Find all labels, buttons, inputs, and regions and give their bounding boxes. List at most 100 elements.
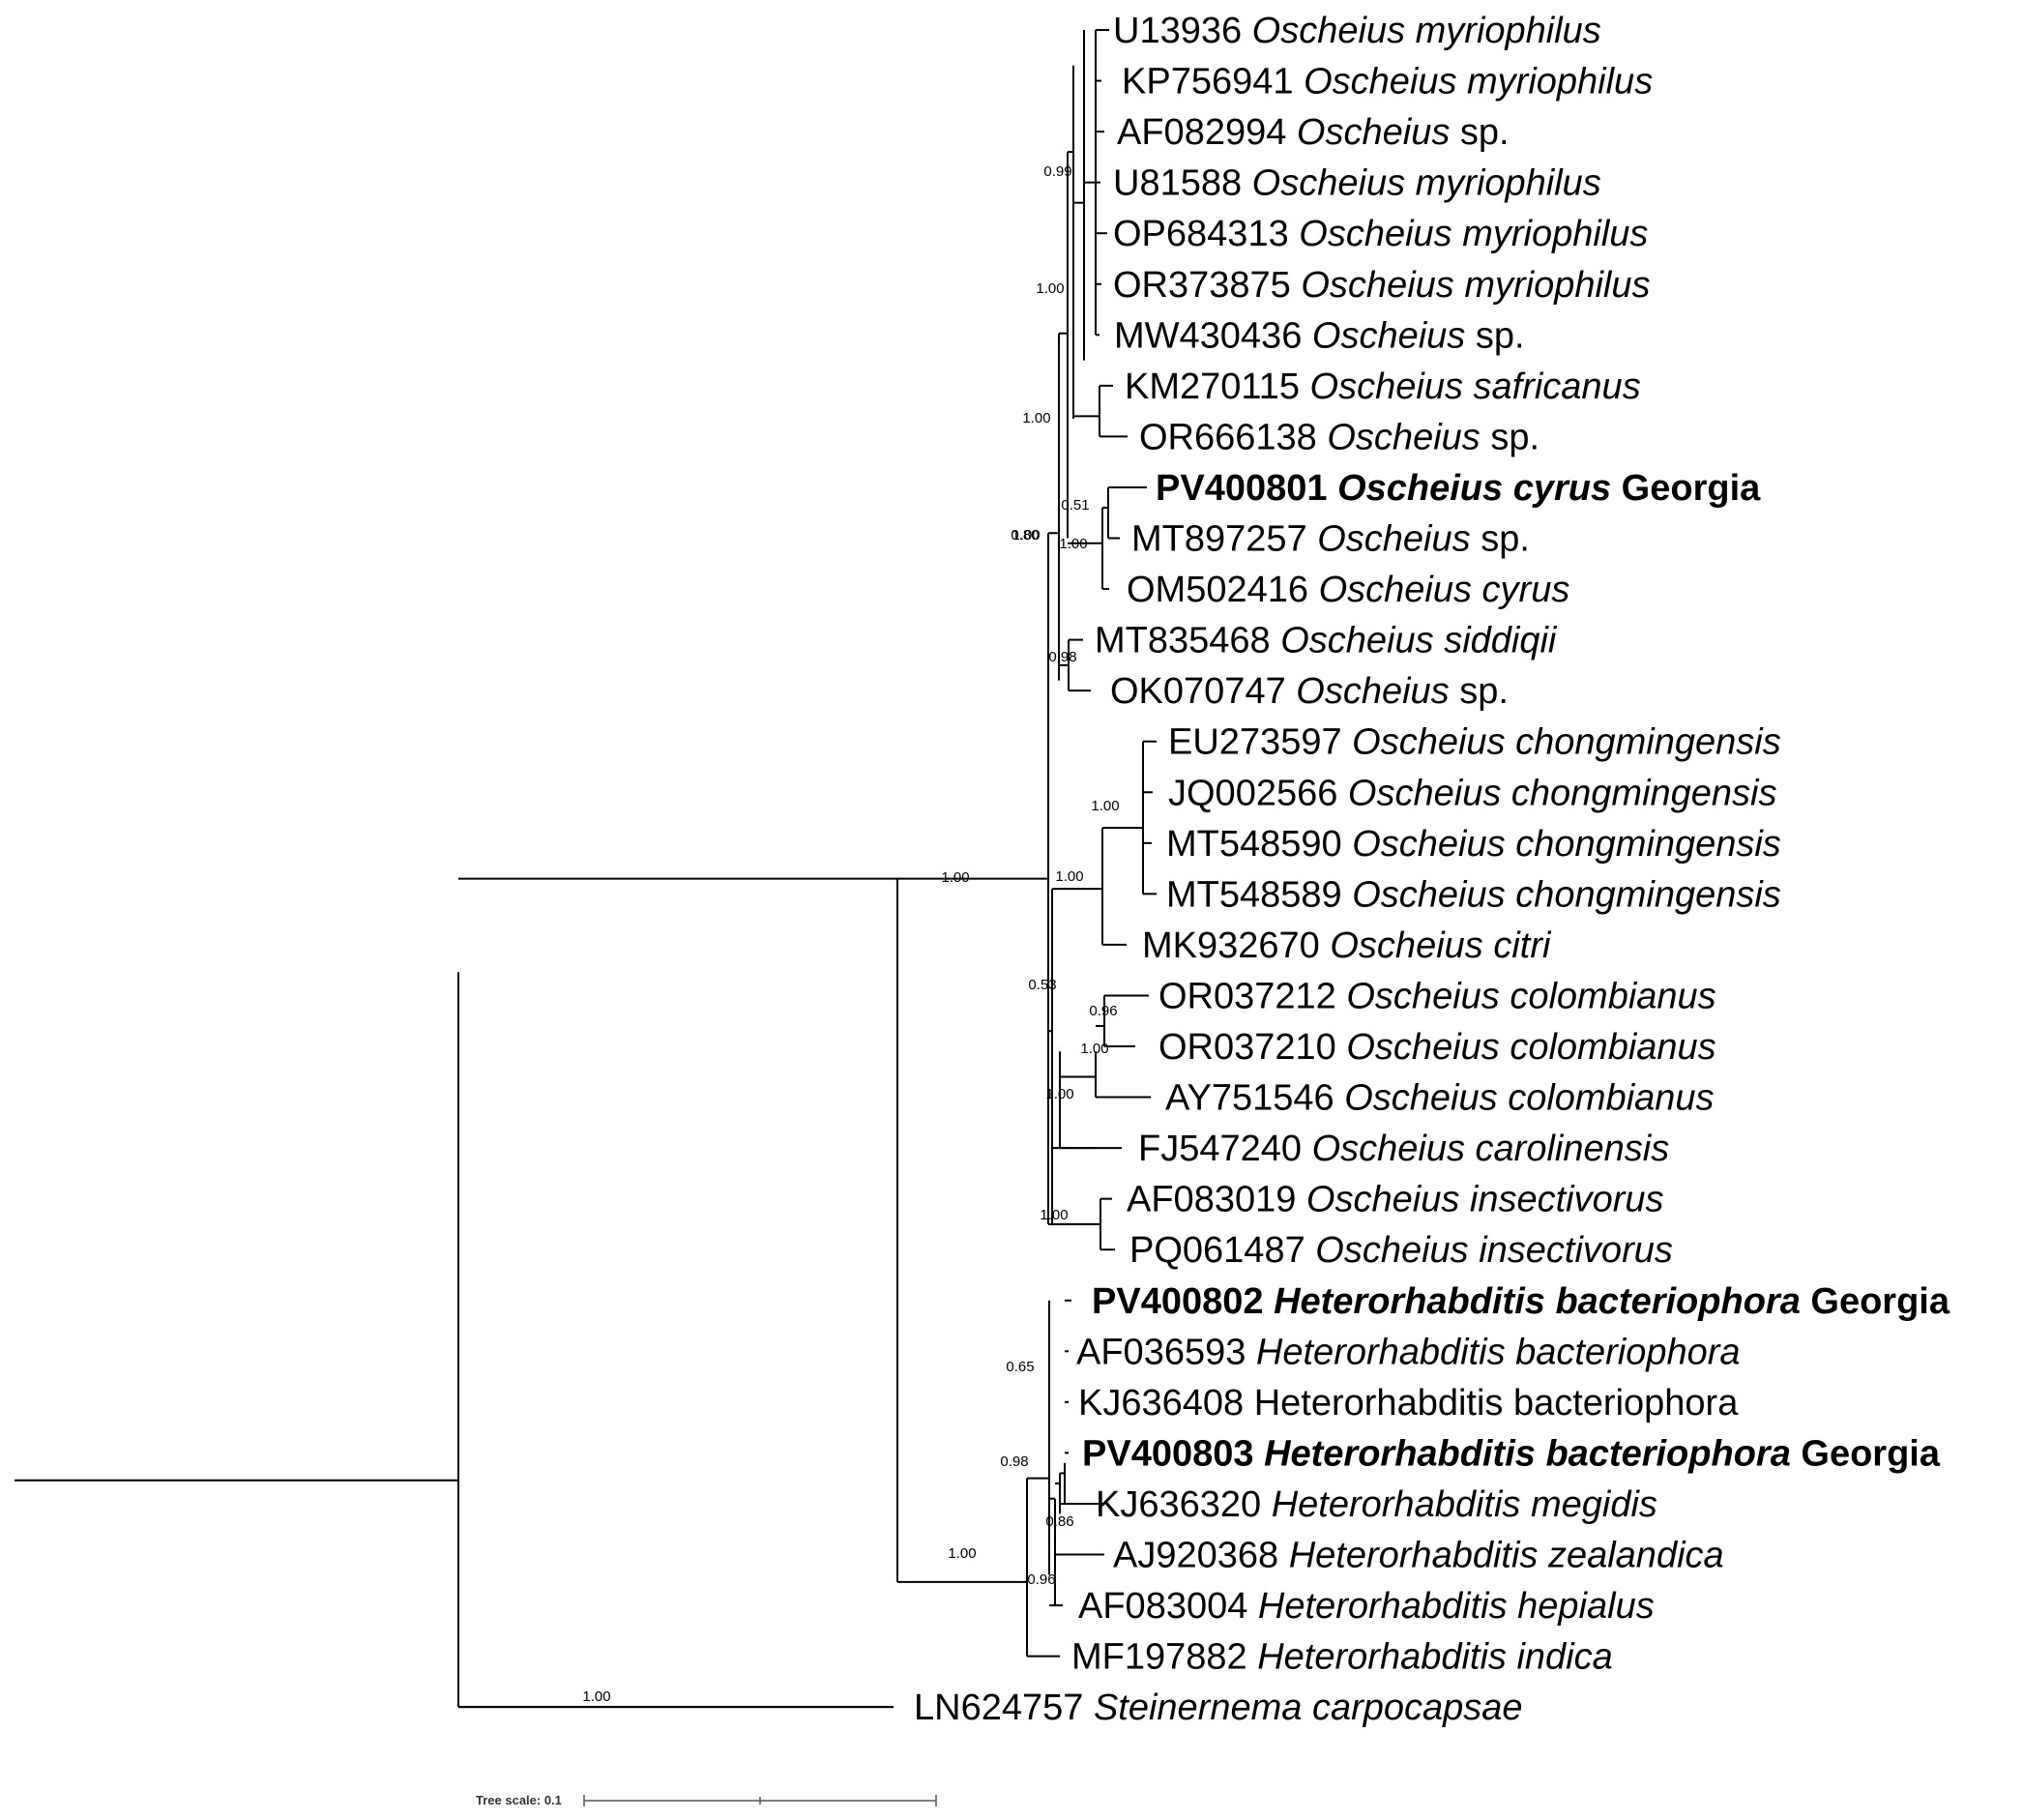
tip-accession: MT548590 [1166, 824, 1352, 865]
tip-species: Heterorhabditis megidis [1272, 1484, 1657, 1525]
tip-species: Oscheius chongmingensis [1352, 874, 1781, 915]
tip-label: FJ547240 Oscheius carolinensis [1138, 1129, 1669, 1169]
tip-suffix: sp. [1481, 519, 1530, 560]
tip-label: PV400802 Heterorhabditis bacteriophora G… [1092, 1281, 1950, 1322]
support-value: 1.00 [1022, 410, 1050, 426]
tip-suffix: Georgia [1622, 468, 1761, 509]
tip-accession: MK932670 [1142, 925, 1330, 966]
tip-accession: MT548589 [1166, 874, 1352, 915]
tip-species: Heterorhabditis hepialus [1258, 1586, 1655, 1627]
support-value: 1.00 [1059, 536, 1087, 552]
tip-label: PV400801 Oscheius cyrus Georgia [1156, 468, 1761, 509]
tip-label: EU273597 Oscheius chongmingensis [1168, 722, 1781, 763]
support-value: 1.00 [948, 1545, 976, 1562]
tip-accession: OM502416 [1127, 570, 1319, 610]
tip-suffix: Georgia [1810, 1281, 1950, 1322]
tip-suffix: sp. [1476, 315, 1525, 356]
tip-accession: PV400802 [1092, 1281, 1274, 1322]
tip-accession: MF197882 [1071, 1637, 1257, 1678]
tip-label: AF036593 Heterorhabditis bacteriophora [1076, 1332, 1741, 1372]
tip-species: Heterorhabditis bacteriophora [1264, 1433, 1791, 1474]
tip-species: Oscheius chongmingensis [1352, 722, 1781, 763]
support-value: 1.00 [1080, 1041, 1108, 1057]
tip-label: LN624757 Steinernema carpocapsae [914, 1688, 1523, 1728]
tip-accession: KJ636408 [1078, 1383, 1254, 1424]
tip-accession: OK070747 [1110, 671, 1296, 712]
tip-suffix: Georgia [1801, 1433, 1940, 1474]
tip-suffix: sp. [1490, 417, 1539, 457]
tip-accession: EU273597 [1168, 722, 1352, 763]
tip-species: Oscheius [1327, 417, 1480, 457]
tip-accession: MT897257 [1131, 519, 1317, 560]
support-value: 1.00 [1055, 868, 1083, 885]
support-value: 1.00 [1040, 1207, 1068, 1223]
tip-label: OM502416 Oscheius cyrus [1127, 570, 1569, 610]
tip-species: Heterorhabditis zealandica [1289, 1536, 1724, 1576]
tip-species: Heterorhabditis indica [1257, 1637, 1613, 1678]
tip-species: Heterorhabditis bacteriophora [1256, 1332, 1741, 1372]
tip-species: Oscheius insectivorus [1315, 1230, 1673, 1271]
tip-label: MF197882 Heterorhabditis indica [1071, 1637, 1613, 1678]
tip-accession: AF082994 [1117, 112, 1297, 153]
tip-species: Oscheius colombianus [1346, 976, 1715, 1016]
support-value: 0.98 [1048, 649, 1076, 665]
tip-accession: AJ920368 [1113, 1536, 1289, 1576]
support-value: 1.00 [1045, 1086, 1073, 1102]
support-value: 0.53 [1028, 977, 1056, 993]
tip-label: MW430436 Oscheius sp. [1114, 315, 1525, 356]
support-value: 0.86 [1045, 1513, 1073, 1530]
tip-accession: PV400803 [1082, 1433, 1264, 1474]
tip-accession: OR037212 [1158, 976, 1346, 1016]
tip-label: OR666138 Oscheius sp. [1139, 417, 1539, 457]
tip-species: Oscheius myriophilus [1252, 11, 1601, 51]
tip-label: KJ636408 Heterorhabditis bacteriophora [1078, 1383, 1739, 1424]
support-value: 1.00 [1036, 280, 1064, 297]
tip-species: Oscheius [1296, 671, 1449, 712]
tip-label: OR037210 Oscheius colombianus [1158, 1027, 1716, 1068]
tip-species: Oscheius chongmingensis [1348, 773, 1777, 813]
tip-accession: AF036593 [1076, 1332, 1256, 1372]
tip-label: OK070747 Oscheius sp. [1110, 671, 1509, 712]
tip-label: JQ002566 Oscheius chongmingensis [1168, 773, 1777, 813]
support-values: 0.991.001.001.000.800.511.000.981.00 1.00… [582, 163, 1119, 1705]
tip-species: Oscheius myriophilus [1252, 163, 1601, 204]
tip-species: Oscheius [1317, 519, 1470, 560]
tip-accession: OR666138 [1139, 417, 1327, 457]
tip-label: OP684313 Oscheius myriophilus [1113, 214, 1648, 254]
tip-accession: U81588 [1113, 163, 1252, 204]
tip-accession: AF083004 [1078, 1586, 1258, 1627]
tip-species: Heterorhabditis bacteriophora [1254, 1383, 1739, 1424]
tip-accession: JQ002566 [1168, 773, 1348, 813]
tip-accession: OR373875 [1113, 265, 1301, 306]
support-value: 1.00 [1091, 798, 1119, 814]
tip-species: Oscheius colombianus [1346, 1027, 1715, 1068]
support-value: 0.98 [1000, 1453, 1028, 1470]
support-value: 1.00 [582, 1688, 610, 1705]
tip-suffix: sp. [1460, 112, 1510, 153]
tip-species: Oscheius siddiqii [1280, 621, 1558, 661]
support-value: 1.00 [941, 869, 969, 886]
tip-accession: AY751546 [1165, 1078, 1344, 1119]
tip-label: KM270115 Oscheius safricanus [1125, 367, 1641, 407]
tip-accession: FJ547240 [1138, 1129, 1312, 1169]
tip-accession: LN624757 [914, 1688, 1094, 1728]
tip-label: OR037212 Oscheius colombianus [1158, 976, 1716, 1016]
support-value: 0.96 [1089, 1003, 1117, 1019]
tip-accession: KJ636320 [1096, 1484, 1272, 1525]
tip-accession: MT835468 [1095, 621, 1280, 661]
tip-label: AF083019 Oscheius insectivorus [1127, 1180, 1664, 1220]
tip-label: AF083004 Heterorhabditis hepialus [1078, 1586, 1655, 1627]
tip-accession: PV400801 [1156, 468, 1337, 509]
tip-label: AJ920368 Heterorhabditis zealandica [1113, 1536, 1724, 1576]
tip-species: Oscheius [1312, 315, 1465, 356]
tip-species: Oscheius safricanus [1310, 367, 1641, 407]
tip-species: Oscheius cyrus [1337, 468, 1611, 509]
tip-accession: OP684313 [1113, 214, 1299, 254]
tip-label: PQ061487 Oscheius insectivorus [1129, 1230, 1673, 1271]
support-value: 0.65 [1006, 1359, 1034, 1375]
tip-accession: KM270115 [1125, 367, 1310, 407]
support-value: 0.99 [1043, 163, 1071, 180]
tip-species: Oscheius cyrus [1319, 570, 1570, 610]
